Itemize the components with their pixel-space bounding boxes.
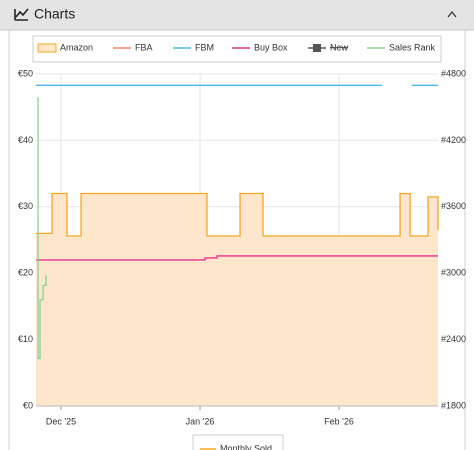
legend-label: Amazon [60,42,93,52]
y-tick-label: €40 [18,135,33,145]
legend-label: Monthly Sold [220,443,272,450]
y-tick-label: €0 [23,400,33,410]
series-area [36,193,438,406]
x-tick-label: Feb '26 [324,416,354,426]
y2-tick-label: #3600 [441,201,466,211]
secondary-legend-box [192,434,284,450]
header-title: Charts [34,6,75,22]
collapse-caret[interactable] [447,10,457,18]
legend-label: New [330,42,349,52]
y-tick-label: €30 [18,201,33,211]
legend-box [32,35,442,63]
legend-label: FBM [195,42,214,52]
series-line [36,192,439,237]
y2-tick-label: #1800 [441,400,466,410]
header-bar[interactable] [0,0,474,30]
legend-marker [313,44,321,52]
series-line [36,255,438,261]
chart-icon [14,8,29,21]
legend-label: Buy Box [254,42,288,52]
y-tick-label: €10 [18,334,33,344]
legend-label: FBA [135,42,153,52]
y2-tick-label: #4800 [441,68,466,78]
legend-label: Sales Rank [389,42,436,52]
x-tick-label: Dec '25 [46,416,76,426]
y-tick-label: €50 [18,68,33,78]
y2-tick-label: #3000 [441,268,466,278]
y2-tick-label: #2400 [441,334,466,344]
y2-tick-label: #4200 [441,135,466,145]
x-tick-label: Jan '26 [186,416,215,426]
y-tick-label: €20 [18,268,33,278]
legend-swatch [37,43,57,53]
series-line [36,97,47,360]
